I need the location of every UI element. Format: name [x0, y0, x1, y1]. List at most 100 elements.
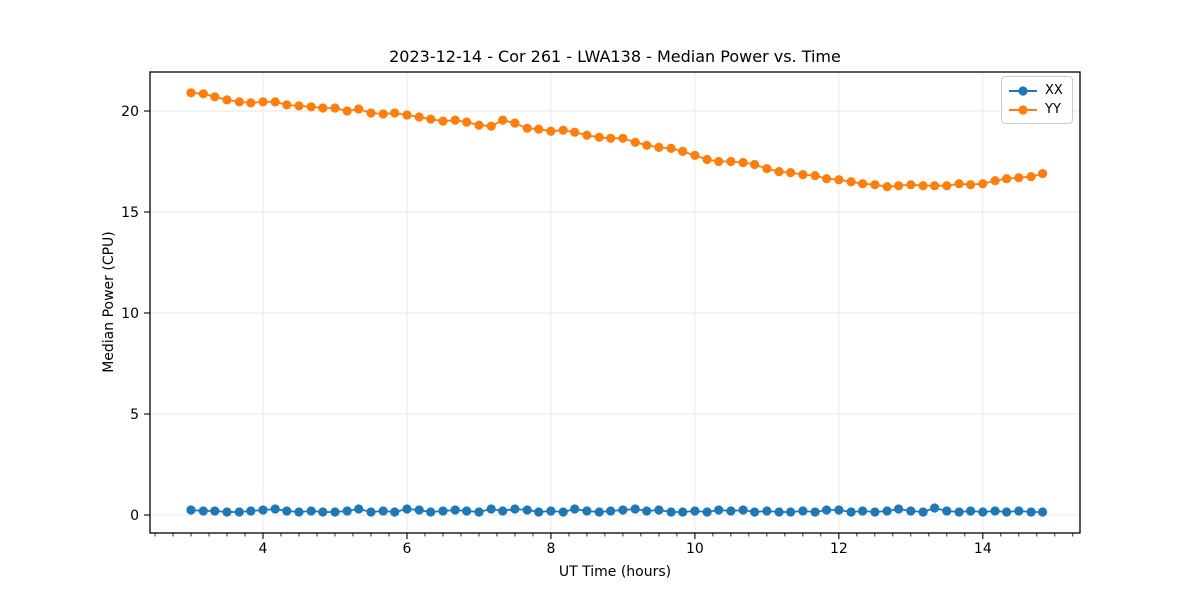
- data-point: [294, 507, 304, 517]
- data-point: [330, 103, 340, 113]
- data-point: [738, 505, 748, 515]
- data-point: [606, 133, 616, 143]
- legend-label-yy: YY: [1045, 102, 1061, 117]
- data-point: [1026, 507, 1036, 517]
- data-point: [522, 123, 532, 133]
- data-point: [366, 108, 376, 118]
- data-point: [786, 168, 796, 178]
- data-point: [798, 170, 808, 180]
- data-point: [954, 179, 964, 189]
- data-point: [714, 505, 724, 515]
- data-point: [270, 504, 280, 514]
- data-point: [270, 97, 280, 107]
- x-axis-label: UT Time (hours): [559, 564, 671, 580]
- data-point: [810, 507, 820, 517]
- data-point: [714, 156, 724, 167]
- data-point: [630, 504, 640, 514]
- data-point: [594, 132, 604, 142]
- data-point: [582, 506, 592, 516]
- data-point: [342, 506, 352, 516]
- x-tick-label: 4: [259, 541, 268, 557]
- data-point: [414, 505, 424, 515]
- data-point: [642, 506, 652, 516]
- data-point: [750, 159, 760, 170]
- data-point: [366, 507, 376, 517]
- data-point: [246, 98, 256, 108]
- plot-frame: [149, 71, 1081, 534]
- data-point: [330, 507, 340, 517]
- data-point: [222, 95, 232, 105]
- data-point: [186, 88, 196, 98]
- y-tick-label: 0: [130, 508, 139, 524]
- x-tick-label: 6: [403, 541, 412, 557]
- data-point: [534, 124, 544, 134]
- data-point: [462, 117, 472, 127]
- data-point: [906, 180, 916, 190]
- data-point: [690, 506, 700, 516]
- data-point: [258, 505, 268, 515]
- data-point: [870, 180, 880, 190]
- data-point: [630, 137, 640, 147]
- data-point: [858, 179, 868, 189]
- data-point: [606, 506, 616, 516]
- data-point: [942, 506, 952, 516]
- data-point: [822, 174, 832, 184]
- data-point: [762, 164, 772, 174]
- data-point: [774, 507, 784, 517]
- data-point: [618, 133, 628, 143]
- data-point: [450, 505, 460, 515]
- data-point: [306, 102, 316, 112]
- x-tick-label: 8: [546, 541, 555, 557]
- y-tick-label: 5: [130, 407, 139, 423]
- series-layer: [186, 88, 1048, 517]
- data-point: [690, 150, 700, 160]
- data-point: [1038, 507, 1048, 517]
- data-point: [798, 506, 808, 516]
- y-tick-label: 20: [121, 104, 139, 120]
- data-point: [954, 507, 964, 517]
- data-point: [426, 507, 436, 517]
- data-point: [294, 101, 304, 111]
- data-point: [750, 507, 760, 517]
- data-point: [378, 109, 388, 119]
- legend: XX YY: [1001, 76, 1073, 124]
- data-point: [930, 503, 940, 513]
- data-point: [186, 505, 196, 515]
- data-point: [558, 125, 568, 135]
- data-point: [306, 506, 316, 516]
- data-point: [966, 506, 976, 516]
- data-point: [846, 507, 856, 517]
- data-point: [990, 176, 1000, 186]
- data-point: [282, 506, 292, 516]
- data-point: [234, 97, 244, 107]
- data-point: [666, 507, 676, 517]
- data-point: [654, 142, 664, 152]
- data-point: [510, 118, 520, 128]
- data-point: [882, 506, 892, 516]
- data-point: [570, 127, 580, 137]
- x-tick-label: 14: [974, 541, 992, 557]
- data-point: [786, 507, 796, 517]
- data-point: [210, 506, 220, 516]
- data-point: [942, 181, 952, 191]
- data-point: [774, 167, 784, 177]
- data-point: [498, 115, 508, 125]
- data-point: [414, 112, 424, 122]
- data-point: [1038, 169, 1048, 179]
- data-point: [378, 506, 388, 516]
- data-point: [546, 506, 556, 516]
- data-point: [390, 507, 400, 517]
- data-point: [726, 506, 736, 516]
- data-point: [198, 89, 208, 99]
- data-point: [486, 504, 496, 514]
- data-point: [582, 130, 592, 140]
- data-point: [258, 97, 268, 107]
- data-point: [882, 182, 892, 192]
- legend-sample-yy-icon: [1009, 104, 1037, 115]
- data-point: [438, 116, 448, 126]
- legend-item-yy: YY: [1008, 100, 1064, 119]
- data-point: [390, 108, 400, 118]
- x-tick-label: 12: [830, 541, 848, 557]
- legend-sample-xx-icon: [1009, 85, 1037, 96]
